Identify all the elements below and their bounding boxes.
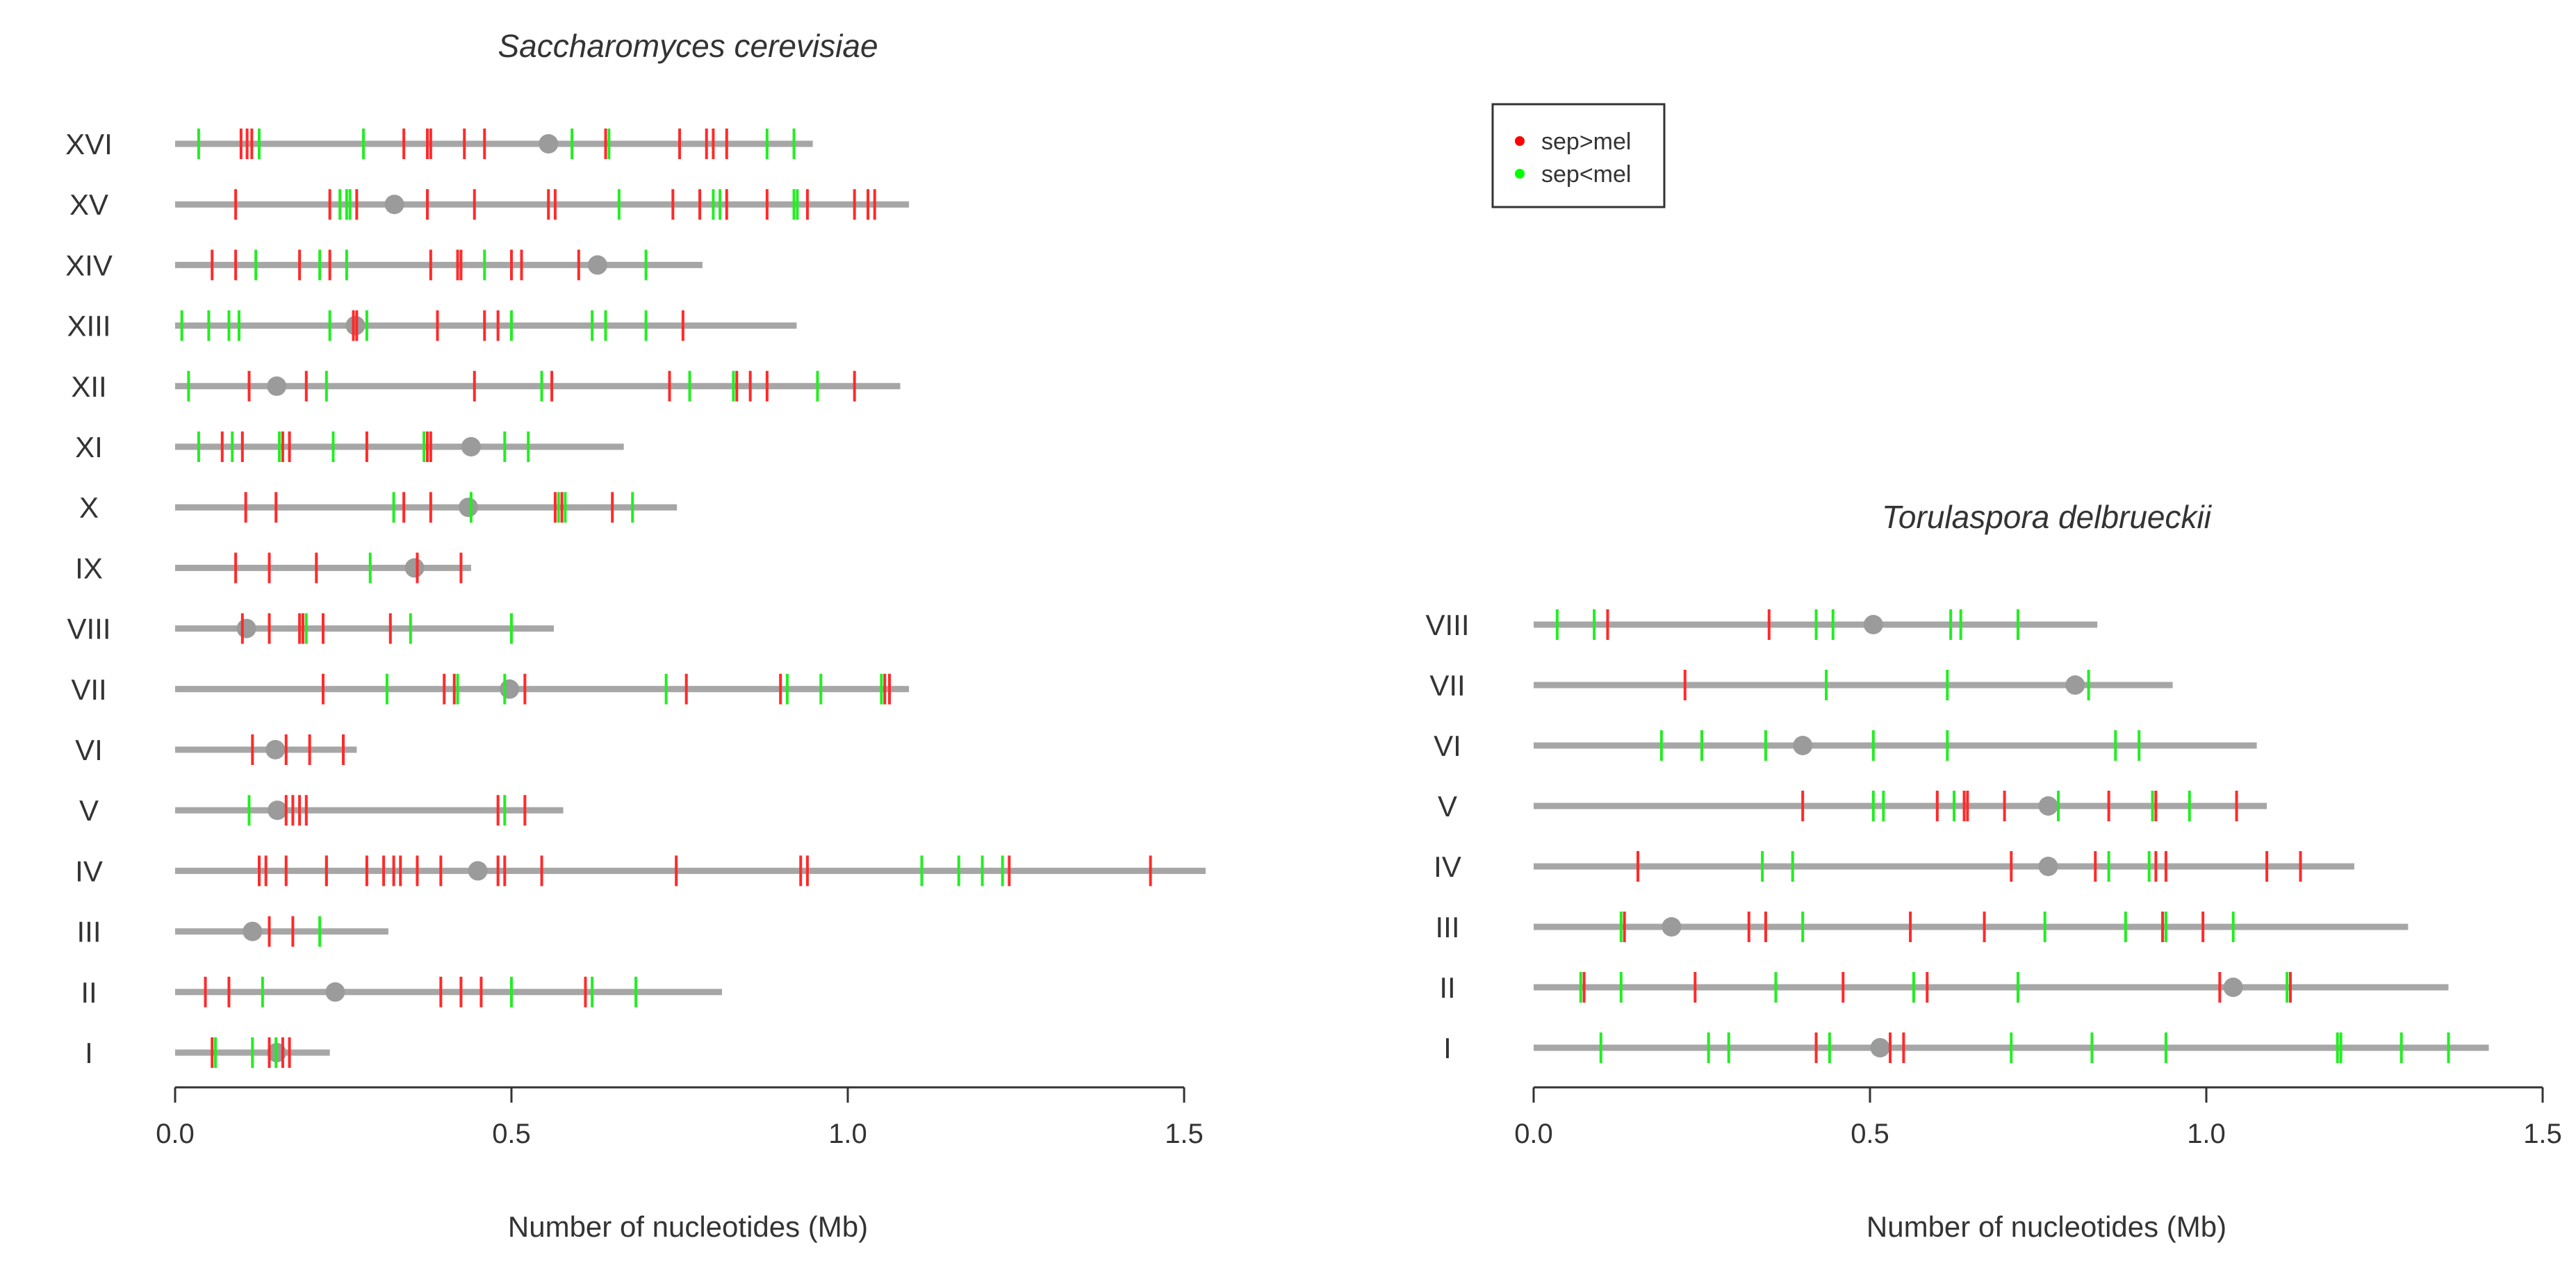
centromere-dot: [1870, 1038, 1890, 1057]
centromere-dot: [243, 921, 263, 941]
x-axis-label: Number of nucleotides (Mb): [1867, 1210, 2226, 1243]
chromosome-row: I: [85, 1037, 330, 1069]
chromosome-label: III: [76, 916, 101, 948]
centromere-dot: [384, 195, 404, 215]
centromere-dot: [1863, 615, 1883, 634]
chromosome-row: I: [1443, 1032, 2489, 1064]
x-tick-label: 1.5: [1165, 1119, 1204, 1149]
centromere-dot: [461, 437, 481, 456]
chromosome-label: V: [1438, 790, 1457, 823]
centromere-dot: [1662, 917, 1682, 937]
chromosome-row: II: [81, 976, 722, 1009]
chromosome-row: III: [1435, 911, 2409, 944]
chromosome-label: II: [81, 976, 97, 1009]
centromere-dot: [2038, 857, 2058, 876]
chromosome-label: IX: [75, 552, 103, 584]
chromosome-row: V: [1438, 790, 2267, 823]
chromosome-row: VI: [1434, 730, 2257, 762]
chromosome-row: XIV: [65, 249, 703, 281]
centromere-dot: [325, 982, 345, 1002]
chromosome-label: VI: [1434, 730, 1461, 762]
chromosome-row: XVI: [65, 128, 813, 160]
centromere-dot: [268, 800, 288, 821]
chromosome-label: XVI: [65, 128, 113, 160]
legend-marker-red: [1515, 136, 1525, 146]
panel-saccharomyces: Saccharomyces cerevisiae XVIXVXIVXIIIXII…: [65, 28, 1206, 1243]
x-axis: 0.0 0.5 1.0 1.5: [1514, 1086, 2562, 1149]
chromosome-row: V: [79, 794, 564, 827]
x-tick-label: 0.0: [156, 1119, 195, 1149]
x-axis-label: Number of nucleotides (Mb): [508, 1210, 868, 1243]
chromosome-label: IV: [1434, 850, 1461, 883]
centromere-dot: [587, 255, 607, 275]
chromosome-label: III: [1435, 911, 1459, 944]
centromere-dot: [459, 497, 479, 518]
chromosome-label: II: [1439, 971, 1455, 1004]
chromosome-label: XV: [69, 188, 108, 221]
centromere-dot: [236, 618, 256, 639]
chromosome-row: VIII: [67, 613, 554, 645]
x-tick-label: 0.5: [1851, 1119, 1889, 1149]
chromosome-label: VIII: [1425, 609, 1469, 641]
chromosome-row: XII: [71, 370, 901, 403]
chart-title: Torulaspora delbrueckii: [1882, 499, 2213, 535]
centromere-dot: [468, 861, 488, 881]
chromosome-row: IV: [1434, 850, 2354, 883]
centromere-dot: [2038, 796, 2058, 816]
chromosome-row: IX: [75, 552, 471, 584]
legend-box: [1491, 103, 1666, 208]
x-tick-label: 0.0: [1514, 1119, 1553, 1149]
chromosome-row: II: [1439, 971, 2449, 1004]
legend: sep>mel sep<mel: [1491, 103, 1666, 208]
centromere-dot: [404, 558, 425, 578]
chromosome-row: VII: [71, 673, 910, 706]
chromosome-row: III: [76, 916, 388, 948]
chromosome-label: I: [1443, 1032, 1452, 1064]
chromosome-row: XI: [75, 431, 624, 463]
x-tick-label: 1.0: [828, 1119, 867, 1149]
centromere-dot: [267, 376, 287, 396]
chromosome-label: VII: [1429, 669, 1465, 702]
x-axis: 0.0 0.5 1.0 1.5: [156, 1086, 1204, 1149]
chromosome-row: VIII: [1425, 609, 2098, 641]
centromere-dot: [500, 679, 520, 699]
centromere-dot: [539, 134, 559, 154]
chromosome-row: VI: [75, 734, 357, 766]
x-tick-label: 1.5: [2523, 1119, 2562, 1149]
centromere-dot: [2065, 675, 2085, 695]
centromere-dot: [265, 740, 286, 759]
chromosome-label: XII: [71, 370, 106, 403]
chromosome-row: X: [79, 491, 678, 524]
chromosome-label: V: [79, 794, 99, 827]
chromosome-row: IV: [75, 855, 1206, 887]
chromosome-label: I: [85, 1037, 93, 1069]
chromosome-label: IV: [75, 855, 103, 887]
x-tick-label: 1.0: [2187, 1119, 2226, 1149]
chromosome-row: XV: [69, 188, 910, 221]
chromosome-label: VI: [75, 734, 103, 766]
legend-label-red: sep>mel: [1541, 129, 1631, 155]
chromosome-label: VIII: [67, 613, 110, 645]
centromere-dot: [2223, 978, 2243, 997]
legend-label-green: sep<mel: [1541, 161, 1631, 188]
legend-marker-green: [1515, 169, 1525, 179]
chromosome-label: X: [79, 491, 99, 524]
chromosome-label: XIV: [65, 249, 113, 281]
chromosome-row: XIII: [67, 310, 797, 343]
chromosome-label: XI: [75, 431, 103, 463]
centromere-dot: [1793, 736, 1813, 755]
chromosome-label: XIII: [67, 310, 110, 343]
panel-torulaspora: Torulaspora delbrueckii VIIIVIIVIVIVIIII…: [1425, 499, 2561, 1243]
chromosome-label: VII: [71, 673, 106, 706]
x-tick-label: 0.5: [492, 1119, 531, 1149]
chart-title: Saccharomyces cerevisiae: [498, 28, 878, 64]
chromosome-row: VII: [1429, 669, 2173, 702]
